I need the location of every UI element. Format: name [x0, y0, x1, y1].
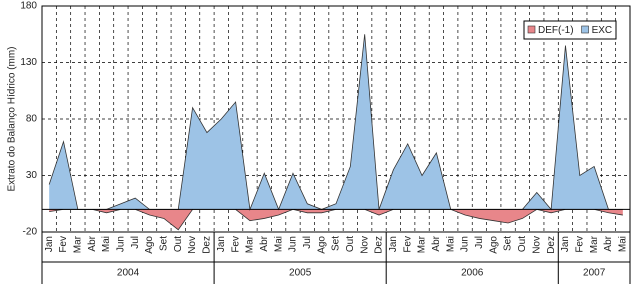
y-axis-label: Extrato do Balanço Hídrico (mm)	[7, 46, 18, 191]
x-tick-label: Mai	[617, 236, 628, 252]
x-tick-label: Mar	[417, 235, 428, 253]
x-tick-label: Nov	[531, 236, 542, 254]
x-tick-label: Nov	[359, 236, 370, 254]
x-tick-label: Nov	[187, 236, 198, 254]
x-tick-label: Jun	[288, 236, 299, 252]
area-fill	[49, 209, 623, 230]
x-tick-label: Mar	[589, 235, 600, 253]
x-tick-label: Mar	[245, 235, 256, 253]
x-tick-label: Abr	[431, 235, 442, 251]
x-tick-label: Abr	[259, 235, 270, 251]
x-tick-label: Dez	[546, 236, 557, 254]
x-tick-label: Jan	[216, 236, 227, 252]
group-label: 2004	[117, 268, 140, 279]
x-tick-label: Fev	[402, 236, 413, 253]
x-tick-label: Mai	[101, 236, 112, 252]
x-tick-label: Mai	[273, 236, 284, 252]
group-label: 2006	[461, 268, 484, 279]
x-tick-label: Out	[173, 236, 184, 252]
x-tick-label: Jan	[560, 236, 571, 252]
x-tick-label: Fev	[574, 236, 585, 253]
x-tick-label: Jan	[388, 236, 399, 252]
x-tick-label: Set	[159, 236, 170, 251]
x-tick-label: Out	[517, 236, 528, 252]
plot-frame	[41, 5, 631, 233]
y-tick-label: 80	[26, 114, 38, 125]
legend-label: EXC	[592, 25, 613, 36]
y-tick-label: 180	[20, 1, 37, 12]
x-tick-label: Mar	[72, 235, 83, 253]
area-fill	[49, 34, 623, 210]
x-tick-label: Abr	[603, 235, 614, 251]
legend-swatch	[527, 25, 536, 34]
x-tick-label: Fev	[230, 236, 241, 253]
x-tick-label: Jul	[130, 236, 141, 249]
y-tick-label: -20	[23, 227, 38, 238]
x-tick-label: Jan	[44, 236, 55, 252]
area-line	[49, 208, 623, 231]
area-line	[48, 34, 623, 211]
group-label: 2007	[583, 268, 606, 279]
x-tick-label: Ago	[316, 236, 327, 254]
x-tick-label: Fev	[58, 236, 69, 253]
x-tick-label: Abr	[87, 235, 98, 251]
x-tick-label: Jun	[460, 236, 471, 252]
legend-swatch	[581, 25, 589, 34]
legend-label: DEF(-1)	[538, 25, 574, 36]
x-tick-label: Jul	[474, 236, 485, 249]
x-tick-label: Set	[503, 236, 514, 251]
x-tick-label: Jun	[116, 236, 127, 252]
x-tick-label: Ago	[144, 236, 155, 254]
x-tick-label: Out	[345, 236, 356, 252]
legend-box	[523, 20, 617, 40]
y-tick-label: 30	[26, 170, 38, 181]
x-tick-label: Dez	[374, 236, 385, 254]
x-tick-label: Mai	[445, 236, 456, 252]
x-tick-label: Set	[331, 236, 342, 251]
x-tick-label: Dez	[202, 236, 213, 254]
x-tick-label: Jul	[302, 236, 313, 249]
y-tick-label: 130	[20, 57, 37, 68]
group-label: 2005	[289, 268, 312, 279]
x-tick-label: Ago	[488, 236, 499, 254]
